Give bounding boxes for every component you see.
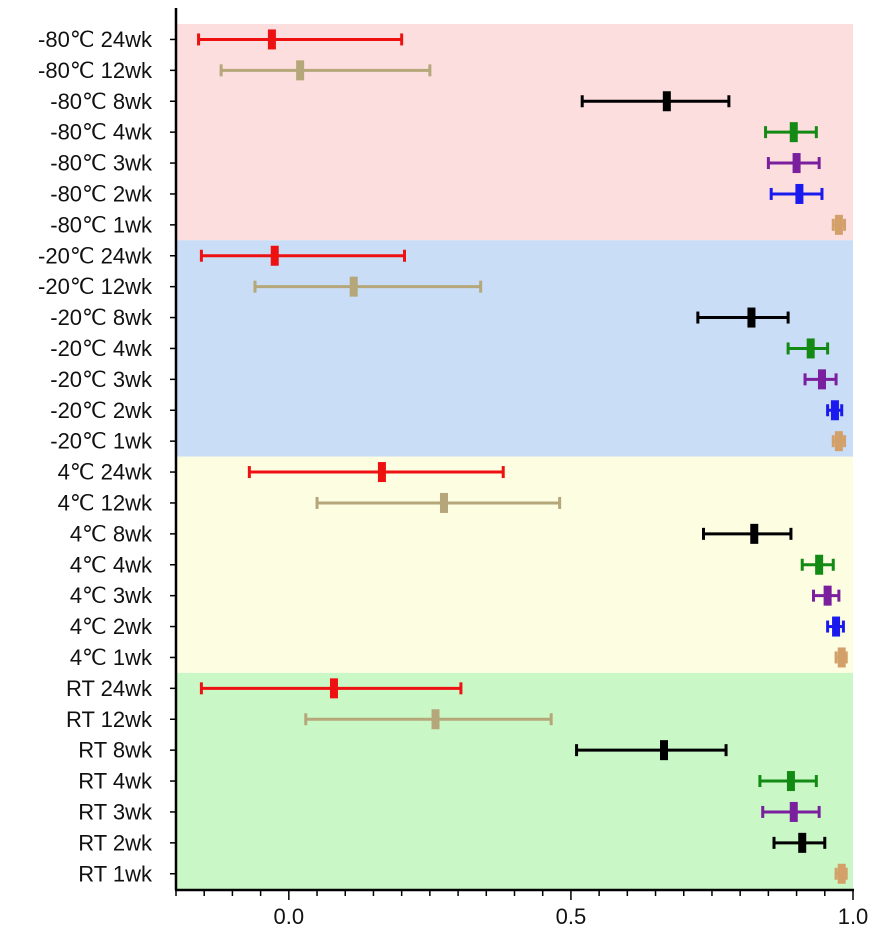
point-estimate [296, 60, 305, 81]
row-label: -20℃ 3wk [50, 367, 153, 392]
row-label: -20℃ 24wk [38, 243, 153, 268]
point-estimate [817, 369, 826, 390]
point-estimate [750, 523, 759, 544]
point-estimate [795, 183, 804, 204]
point-estimate [349, 276, 358, 297]
point-estimate [798, 832, 807, 853]
data-marks [197, 29, 848, 884]
point-estimate [834, 214, 843, 235]
group-band [176, 456, 853, 673]
row-label: RT 2wk [78, 830, 153, 855]
row-label: -20℃ 1wk [50, 429, 153, 454]
point-estimate [830, 400, 839, 421]
point-estimate [662, 91, 671, 112]
row-label: -80℃ 8wk [50, 89, 153, 114]
row-label: 4℃ 8wk [70, 521, 153, 546]
row-label: -20℃ 8wk [50, 305, 153, 330]
row-label: -80℃ 3wk [50, 151, 153, 176]
group-band [176, 240, 853, 457]
point-estimate [439, 492, 448, 513]
row-label: -80℃ 1wk [50, 212, 153, 237]
point-estimate [329, 678, 338, 699]
x-tick-label: 1.0 [838, 904, 869, 929]
point-estimate [786, 771, 795, 792]
row-label: 4℃ 1wk [70, 645, 153, 670]
point-estimate [837, 647, 846, 668]
row-label: 4℃ 4wk [70, 552, 153, 577]
group-band [176, 24, 853, 241]
row-label: -80℃ 2wk [50, 181, 153, 206]
row-label: -80℃ 24wk [38, 27, 153, 52]
row-label: 4℃ 24wk [58, 460, 153, 485]
group-bands [176, 24, 853, 890]
point-estimate [837, 863, 846, 884]
point-estimate [832, 616, 841, 637]
point-estimate [747, 307, 756, 328]
row-label: RT 12wk [66, 707, 153, 732]
point-estimate [823, 585, 832, 606]
point-estimate [377, 462, 386, 483]
group-band [176, 672, 853, 890]
point-estimate [267, 29, 276, 50]
point-estimate [815, 554, 824, 575]
point-estimate [806, 338, 815, 359]
row-label: RT 8wk [78, 738, 153, 763]
row-label: -80℃ 12wk [38, 58, 153, 83]
row-label: RT 1wk [78, 861, 153, 886]
row-label: -20℃ 2wk [50, 398, 153, 423]
x-tick-label: 0.0 [274, 904, 305, 929]
point-estimate [270, 245, 279, 266]
row-label: -20℃ 4wk [50, 336, 153, 361]
row-label: -20℃ 12wk [38, 274, 153, 299]
row-label: 4℃ 3wk [70, 583, 153, 608]
point-estimate [431, 709, 440, 730]
row-label: RT 3wk [78, 799, 153, 824]
point-estimate [792, 153, 801, 174]
row-label: RT 24wk [66, 676, 153, 701]
category-labels: -80℃ 24wk -80℃ 12wk -80℃ 8wk -80℃ 4wk -80℃ 3… [38, 27, 153, 886]
row-label: 4℃ 2wk [70, 614, 153, 639]
point-estimate [789, 122, 798, 143]
axes: 0.0 0.5 1.0 [170, 8, 868, 929]
point-estimate [789, 801, 798, 822]
row-label: -80℃ 4wk [50, 120, 153, 145]
point-estimate [660, 740, 669, 761]
row-label: 4℃ 12wk [58, 490, 153, 515]
row-label: RT 4wk [78, 769, 153, 794]
x-tick-label: 0.5 [556, 904, 587, 929]
point-estimate [834, 431, 843, 452]
